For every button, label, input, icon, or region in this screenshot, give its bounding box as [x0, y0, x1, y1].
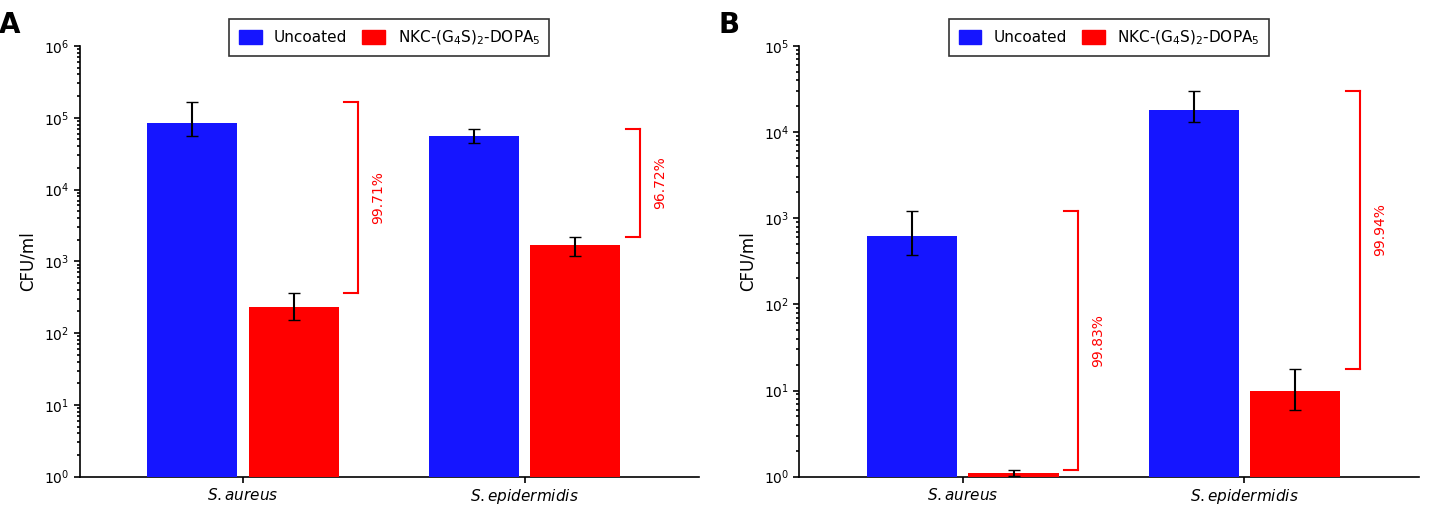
Bar	[428, 136, 519, 520]
Text: 99.83%: 99.83%	[1091, 314, 1105, 367]
Bar	[248, 307, 338, 520]
Bar	[969, 473, 1059, 520]
Text: 96.72%: 96.72%	[652, 157, 666, 209]
Legend: Uncoated, NKC-(G$_4$S)$_2$-DOPA$_5$: Uncoated, NKC-(G$_4$S)$_2$-DOPA$_5$	[950, 19, 1270, 56]
Legend: Uncoated, NKC-(G$_4$S)$_2$-DOPA$_5$: Uncoated, NKC-(G$_4$S)$_2$-DOPA$_5$	[229, 19, 549, 56]
Bar	[1250, 391, 1340, 520]
Text: 99.71%: 99.71%	[371, 171, 385, 224]
Bar	[530, 245, 620, 520]
Bar	[148, 123, 238, 520]
Bar	[867, 236, 957, 520]
Y-axis label: CFU/ml: CFU/ml	[19, 231, 37, 291]
Text: 99.94%: 99.94%	[1373, 203, 1387, 256]
Text: A: A	[0, 11, 20, 40]
Bar	[1149, 110, 1240, 520]
Text: B: B	[719, 11, 739, 40]
Y-axis label: CFU/ml: CFU/ml	[739, 231, 757, 291]
